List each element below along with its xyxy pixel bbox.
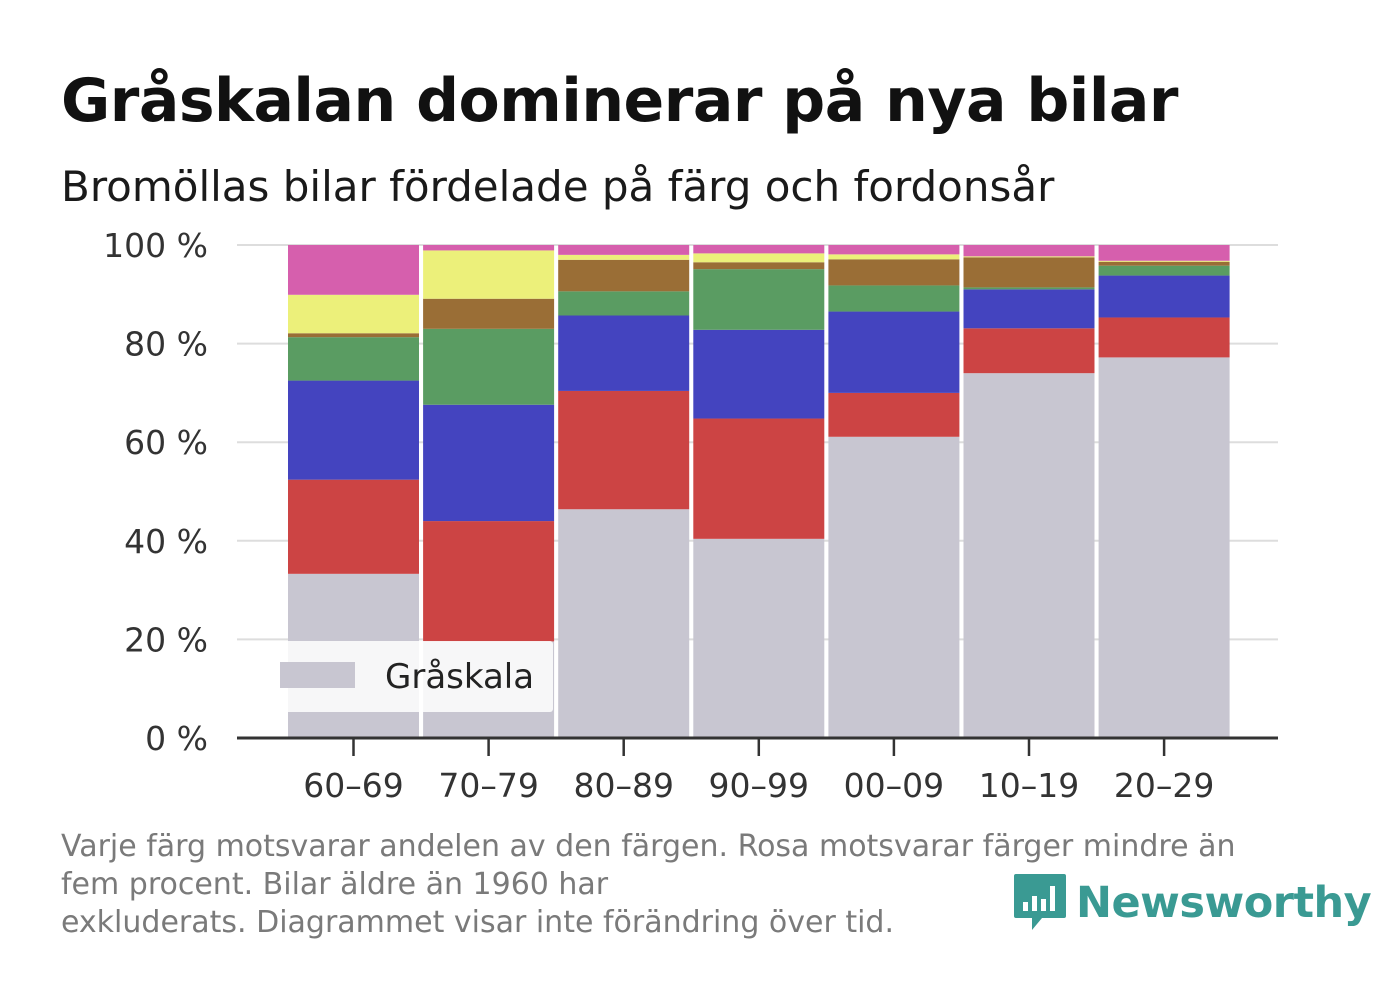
y-tick-label: 0 % bbox=[145, 719, 208, 758]
bar-segment bbox=[423, 404, 555, 522]
bar-segment bbox=[1098, 265, 1230, 276]
bar-segment bbox=[828, 285, 960, 312]
bar-segment bbox=[693, 538, 825, 738]
x-tick-label: 10–19 bbox=[979, 766, 1079, 805]
bar-segment bbox=[558, 245, 690, 255]
bar-segment bbox=[423, 521, 555, 642]
x-axis: 60–69 70–79 80–89 90–99 00–09 10–19 20–29 bbox=[303, 738, 1214, 805]
chart-title: Gråskalan dominerar på nya bilar bbox=[61, 66, 1179, 136]
x-tick-label: 20–29 bbox=[1114, 766, 1214, 805]
x-tick-label: 70–79 bbox=[438, 766, 538, 805]
bar-segment bbox=[693, 269, 825, 330]
bar-segment bbox=[1098, 317, 1230, 358]
bar-segment bbox=[828, 245, 960, 255]
bar-segment bbox=[963, 256, 1095, 258]
y-tick-label: 100 % bbox=[103, 226, 208, 265]
bar-segment bbox=[828, 259, 960, 286]
legend-box bbox=[262, 641, 553, 712]
x-tick-label: 60–69 bbox=[303, 766, 403, 805]
bar-segment bbox=[693, 329, 825, 419]
bar-segment bbox=[828, 392, 960, 437]
bar-segment bbox=[963, 257, 1095, 288]
bar-segment bbox=[558, 315, 690, 391]
bar-segment bbox=[693, 245, 825, 254]
y-tick-label: 40 % bbox=[124, 522, 208, 561]
brand: Newsworthy bbox=[1012, 872, 1372, 934]
x-tick-label: 00–09 bbox=[844, 766, 944, 805]
bar-segment bbox=[423, 328, 555, 405]
bar-segment bbox=[693, 418, 825, 539]
bar-segment bbox=[1098, 261, 1230, 266]
legend-swatch-graskala bbox=[280, 662, 355, 688]
bar-segment bbox=[558, 390, 690, 510]
bar-segment bbox=[693, 253, 825, 263]
bar-segment bbox=[828, 254, 960, 260]
bar-segment bbox=[558, 254, 690, 260]
bar-segment bbox=[288, 333, 419, 338]
bar-segment bbox=[288, 380, 419, 480]
y-tick-label: 80 % bbox=[124, 325, 208, 364]
legend-label-graskala: Gråskala bbox=[385, 657, 534, 697]
brand-name: Newsworthy bbox=[1076, 878, 1372, 928]
bar-segment bbox=[288, 245, 419, 295]
x-tick-label: 80–89 bbox=[573, 766, 673, 805]
footnote-line-3: exkluderats. Diagrammet visar inte förän… bbox=[61, 905, 895, 940]
footnote: Varje färg motsvarar andelen av den färg… bbox=[61, 828, 1301, 942]
footnote-line-1: Varje färg motsvarar andelen av den färg… bbox=[61, 829, 1236, 864]
y-axis: 0 % 20 % 40 % 60 % 80 % 100 % bbox=[103, 226, 208, 758]
bar-segment bbox=[558, 259, 690, 292]
bar-segment bbox=[423, 298, 555, 329]
bar-segment bbox=[288, 337, 419, 381]
bar-segment bbox=[1098, 245, 1230, 261]
y-tick-label: 60 % bbox=[124, 423, 208, 462]
bar-segment bbox=[828, 436, 960, 738]
bar-segment bbox=[693, 262, 825, 270]
bar-segment bbox=[288, 479, 419, 574]
y-tick-label: 20 % bbox=[124, 620, 208, 659]
bar-segment bbox=[423, 250, 555, 299]
bar-segment bbox=[288, 294, 419, 334]
legend: Gråskala bbox=[262, 641, 553, 712]
footnote-line-2: fem procent. Bilar äldre än 1960 har bbox=[61, 867, 609, 902]
bar-segment bbox=[963, 328, 1095, 374]
bar-segment bbox=[963, 289, 1095, 329]
bar-segment bbox=[1098, 260, 1230, 262]
bar-segment bbox=[963, 373, 1095, 738]
bar-segment bbox=[828, 311, 960, 393]
bar-segment bbox=[423, 245, 555, 251]
x-tick-label: 90–99 bbox=[709, 766, 809, 805]
bar-segment bbox=[963, 245, 1095, 257]
bar-segment bbox=[963, 287, 1095, 290]
bar-segment bbox=[1098, 357, 1230, 738]
bar-segment bbox=[558, 291, 690, 316]
bar-segment bbox=[558, 509, 690, 738]
newsworthy-logo-icon bbox=[1014, 874, 1066, 930]
chart-subtitle: Bromöllas bilar fördelade på färg och fo… bbox=[61, 162, 1055, 211]
bar-segment bbox=[1098, 275, 1230, 318]
